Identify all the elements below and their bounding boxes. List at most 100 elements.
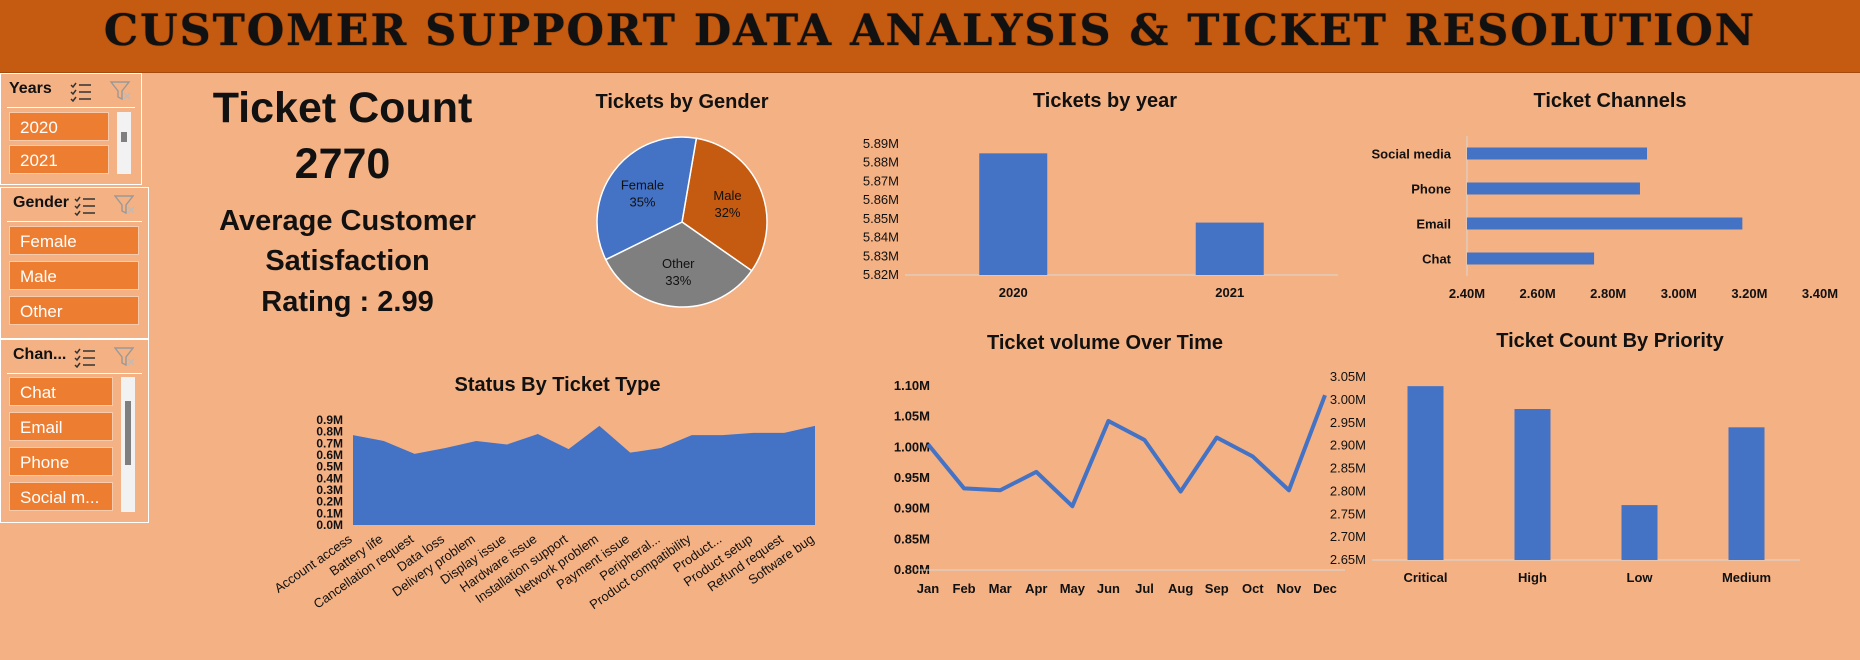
slicer-divider [7,373,142,374]
volume-xtick-label: Sep [1205,581,1229,596]
volume-ytick-label: 0.95M [894,470,930,485]
slicer-item-2021[interactable]: 2021 [9,145,109,174]
channels-bar [1467,147,1648,160]
volume-ytick-label: 0.90M [894,501,930,516]
scrollbar-thumb[interactable] [121,132,127,142]
status-area [353,425,815,525]
slicer-scrollbar[interactable] [121,377,135,512]
channels-ytick-label: Chat [1422,252,1452,267]
status-xtick-label: Battery life [327,531,386,579]
slicer-item-chat[interactable]: Chat [9,377,113,406]
status-ytick-label: 0.7M [316,436,343,450]
channels-ytick-label: Phone [1411,182,1451,197]
slicer-item-male[interactable]: Male [9,261,139,290]
priority-bar [1407,386,1444,560]
status-ytick-label: 0.3M [316,483,343,497]
year-ytick-label: 5.87M [863,173,899,188]
channels-xtick-label: 2.80M [1590,286,1626,301]
status-xtick-label: Delivery problem [389,531,478,599]
volume-line [926,394,1327,509]
status-ytick-label: 0.8M [316,425,343,439]
status-ytick-label: 0.6M [316,448,343,462]
clear-filter-icon[interactable] [113,194,137,216]
dashboard-title: CUSTOMER SUPPORT DATA ANALYSIS & TICKET … [103,6,1757,56]
status-xtick-label: Product compatibility [587,531,694,612]
year-xtick-label: 2021 [1215,285,1244,300]
status-xtick-label: Payment issue [553,531,631,592]
channels-xtick-label: 2.40M [1449,286,1485,301]
status-ytick-label: 0.1M [316,506,343,520]
volume-xtick-label: Mar [989,581,1012,596]
channels-ytick-label: Social media [1372,147,1452,162]
multi-select-icon[interactable] [73,194,97,216]
channels-chart-title: Ticket Channels [1533,90,1687,112]
priority-ytick-label: 2.70M [1330,529,1366,544]
channels-xtick-label: 3.00M [1661,286,1697,301]
priority-ytick-label: 2.85M [1330,461,1366,476]
slicer-scrollbar[interactable] [117,112,131,174]
slicer-divider [7,107,135,108]
multi-select-icon[interactable] [69,80,93,102]
scrollbar-thumb[interactable] [125,401,131,465]
satisfaction-line-1: Average Customer [219,205,476,237]
slicer-item-female[interactable]: Female [9,226,139,255]
year-chart-title: Tickets by year [1032,90,1178,112]
priority-ytick-label: 2.80M [1330,483,1366,498]
volume-ytick-label: 1.05M [894,409,930,424]
years-slicer: Years 2020 2021 [0,73,142,185]
year-ytick-label: 5.83M [863,248,899,263]
channels-ytick-label: Email [1416,217,1451,232]
status-xtick-label: Refund request [704,531,786,594]
years-slicer-title: Years [9,80,52,97]
pie-label-other: Other [662,256,695,271]
status-xtick-label: Cancellation request [311,531,417,611]
channels-xtick-label: 3.40M [1802,286,1838,301]
volume-xtick-label: Dec [1313,581,1337,596]
volume-xtick-label: Oct [1242,581,1264,596]
priority-ytick-label: 3.00M [1330,392,1366,407]
status-xtick-label: Display issue [437,531,508,587]
header-banner: CUSTOMER SUPPORT DATA ANALYSIS & TICKET … [0,0,1860,73]
volume-ytick-label: 0.80M [894,562,930,577]
volume-ytick-label: 0.85M [894,531,930,546]
slicer-item-2020[interactable]: 2020 [9,112,109,141]
year-ytick-label: 5.86M [863,192,899,207]
status-ytick-label: 0.5M [316,460,343,474]
year-ytick-label: 5.88M [863,155,899,170]
gender-slicer: Gender Female Male Other [0,187,149,339]
priority-bar [1621,505,1658,560]
pie-pct-male: 32% [714,205,740,220]
volume-xtick-label: Nov [1277,581,1302,596]
multi-select-icon[interactable] [73,346,97,368]
status-ytick-label: 0.9M [316,413,343,427]
status-xtick-label: Network problem [512,531,601,600]
gender-slicer-title: Gender [13,194,70,211]
clear-filter-icon[interactable] [109,80,133,102]
priority-ytick-label: 2.90M [1330,438,1366,453]
priority-chart-title: Ticket Count By Priority [1496,330,1724,352]
slicer-item-social-media[interactable]: Social m... [9,482,113,511]
volume-xtick-label: Aug [1168,581,1193,596]
channels-xtick-label: 2.60M [1520,286,1556,301]
status-xtick-label: Account access [272,531,356,596]
year-ytick-label: 5.85M [863,211,899,226]
status-xtick-label: Data loss [394,531,447,575]
year-ytick-label: 5.82M [863,267,899,282]
year-bar [1195,222,1264,275]
priority-bar [1728,427,1765,560]
status-chart-title: Status By Ticket Type [454,374,661,396]
status-xtick-label: Software bug [745,531,816,587]
slicer-item-email[interactable]: Email [9,412,113,441]
pie-label-female: Female [621,178,664,193]
slicer-divider [7,221,142,222]
slicer-item-other[interactable]: Other [9,296,139,325]
status-ytick-label: 0.4M [316,471,343,485]
status-xtick-label: Peripheral... [597,531,663,583]
status-xtick-label: Hardware issue [457,531,540,595]
status-xtick-label: Product setup [681,531,755,589]
clear-filter-icon[interactable] [113,346,137,368]
pie-pct-female: 35% [629,195,655,210]
volume-ytick-label: 1.10M [894,378,930,393]
slicer-item-phone[interactable]: Phone [9,447,113,476]
channels-bar [1467,217,1743,230]
